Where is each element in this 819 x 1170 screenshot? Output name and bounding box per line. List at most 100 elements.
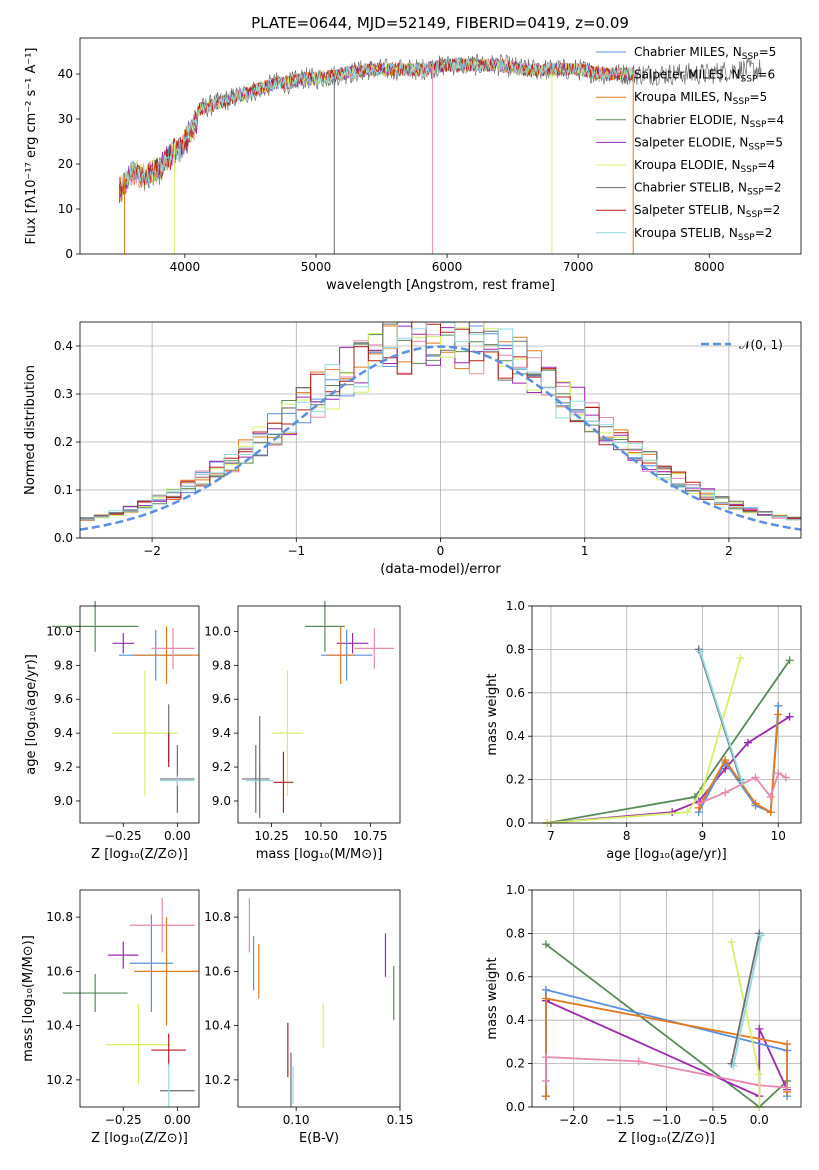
mass-vs-metallicity-panel: −0.25 0.00 10.2 10.4 10.6 10.8 Z [log₁₀(Z/Z⊙)]… [21, 889, 200, 1146]
weight-marker [541, 1053, 550, 1062]
weight-marker [755, 1070, 764, 1079]
mass-vs-extinction-panel: 0.10 0.15 10.2 10.4 10.6 10.8 E(B-V) [204, 889, 414, 1146]
y-tick-label: 0.4 [506, 729, 525, 743]
weight-marker [721, 788, 730, 797]
y-axis-label: mass weight [485, 957, 500, 1039]
legend-label-tail: =2 [763, 203, 781, 217]
legend-label-sub: SSP [741, 165, 758, 175]
weight-line [547, 715, 791, 824]
spectrum-line [118, 57, 634, 194]
weight-marker [541, 1076, 550, 1085]
x-tick-label: 9 [699, 829, 707, 843]
legend-label-main: Kroupa ELODIE, N [634, 158, 741, 172]
weight-line [698, 771, 787, 805]
weight-marker [698, 786, 707, 795]
y-tick-label: 10.2 [46, 1073, 73, 1087]
y-tick-label: 10.4 [46, 1019, 73, 1033]
y-tick-label: 0.2 [54, 435, 73, 449]
axes-frame [531, 889, 802, 1108]
weight-marker [755, 1024, 764, 1033]
x-axis-label: E(B-V) [299, 1131, 339, 1146]
x-axis-label: Z [log₁₀(Z/Z⊙)] [91, 847, 188, 862]
y-tick-label: 9.2 [54, 760, 73, 774]
legend-label-main: Kroupa STELIB, N [634, 226, 738, 240]
y-tick-label: 0.1 [54, 483, 73, 497]
legend-label-main: Chabrier ELODIE, N [634, 113, 750, 127]
y-axis-label: Normed distribution [23, 365, 38, 495]
legend-label: 𝒩(0, 1) [739, 338, 783, 352]
weight-marker [541, 994, 550, 1003]
weight-marker [668, 808, 677, 817]
y-tick-label: 0.0 [506, 816, 525, 830]
y-tick-label: 10.0 [46, 624, 73, 638]
axes-frame [237, 889, 401, 1108]
y-axis-label: mass [log₁₀(M/M⊙)] [21, 935, 36, 1062]
weight-marker [683, 808, 692, 817]
legend-label-sub: SSP [733, 97, 750, 107]
axes-frame [531, 605, 802, 824]
legend-label: Chabrier ELODIE, NSSP=4 [634, 113, 784, 130]
axes-frame [79, 37, 802, 255]
y-axis-label: age [log₁₀(age/yr)] [24, 654, 39, 775]
legend-label: Salpeter STELIB, NSSP=2 [634, 203, 780, 220]
y-axis-label: mass weight [485, 673, 500, 755]
y-tick-label: 10.8 [204, 910, 231, 924]
y-tick-label: 10.4 [204, 1019, 231, 1033]
x-tick-label: 0.15 [387, 1113, 414, 1127]
age-vs-metallicity-panel: −0.25 0.00 9.0 9.2 9.4 9.6 9.8 10.0 Z [log₁₀(Z/Z… [24, 600, 200, 862]
x-tick-label: 6000 [432, 260, 463, 274]
x-tick-label: 0.10 [283, 1113, 310, 1127]
residual-histogram-panel: −2 −1 0 1 2 0.0 0.1 0.2 0.3 0.4 (data-model)/error… [23, 321, 802, 577]
legend-label: Kroupa MILES, NSSP=5 [634, 90, 767, 107]
weight-marker [774, 769, 783, 778]
y-tick-label: 0.0 [54, 531, 73, 545]
legend-label-sub: SSP [741, 75, 758, 85]
axes-frame [79, 605, 200, 824]
y-tick-label: 9.8 [212, 658, 231, 672]
legend-label-main: Salpeter ELODIE, N [634, 135, 748, 149]
weight-marker [541, 1092, 550, 1101]
x-tick-label: 8 [623, 829, 631, 843]
y-tick-label: 9.0 [54, 794, 73, 808]
x-tick-label: −1.0 [652, 1113, 681, 1127]
y-tick-label: 0.3 [54, 387, 73, 401]
legend-label: Salpeter ELODIE, NSSP=5 [634, 135, 783, 152]
legend-label-tail: =5 [765, 135, 783, 149]
weight-marker [737, 777, 746, 786]
y-tick-label: 0.4 [506, 1013, 525, 1027]
x-tick-label: −1.5 [606, 1113, 635, 1127]
weight-marker [634, 1057, 643, 1066]
weight-marker [694, 799, 703, 808]
weight-line [732, 935, 762, 1066]
x-axis-label: age [log₁₀(age/yr)] [606, 847, 727, 862]
x-tick-label: 2 [725, 544, 733, 558]
y-tick-label: 0 [65, 247, 73, 261]
y-tick-label: 40 [58, 67, 73, 81]
x-tick-label: −2.0 [559, 1113, 588, 1127]
y-tick-label: 10.2 [204, 1073, 231, 1087]
axes-frame [79, 321, 802, 539]
x-tick-label: −1 [287, 544, 305, 558]
legend-label-main: Salpeter MILES, N [634, 68, 741, 82]
legend-label: Kroupa ELODIE, NSSP=4 [634, 158, 775, 175]
y-tick-label: 0.8 [506, 926, 525, 940]
x-tick-label: 10.50 [304, 829, 338, 843]
axes-frame [237, 605, 401, 824]
weight-marker [541, 940, 550, 949]
weight-marker [541, 985, 550, 994]
legend-label-sub: SSP [746, 210, 763, 220]
x-tick-label: 0.00 [164, 1113, 191, 1127]
weight-marker [783, 1083, 792, 1092]
weight-marker [766, 792, 775, 801]
x-tick-label: 10 [771, 829, 786, 843]
x-axis-label: mass [log₁₀(M/M⊙)] [256, 847, 383, 862]
legend-label-sub: SSP [747, 188, 764, 198]
weight-marker [696, 647, 705, 656]
weight-line [699, 651, 743, 783]
legend-label-tail: =5 [759, 45, 777, 59]
x-axis-label: Z [log₁₀(Z/Z⊙)] [91, 1131, 188, 1146]
y-tick-label: 0.6 [506, 970, 525, 984]
y-tick-label: 1.0 [506, 883, 525, 897]
x-tick-label: −2 [143, 544, 161, 558]
legend-label-main: Kroupa MILES, N [634, 90, 733, 104]
